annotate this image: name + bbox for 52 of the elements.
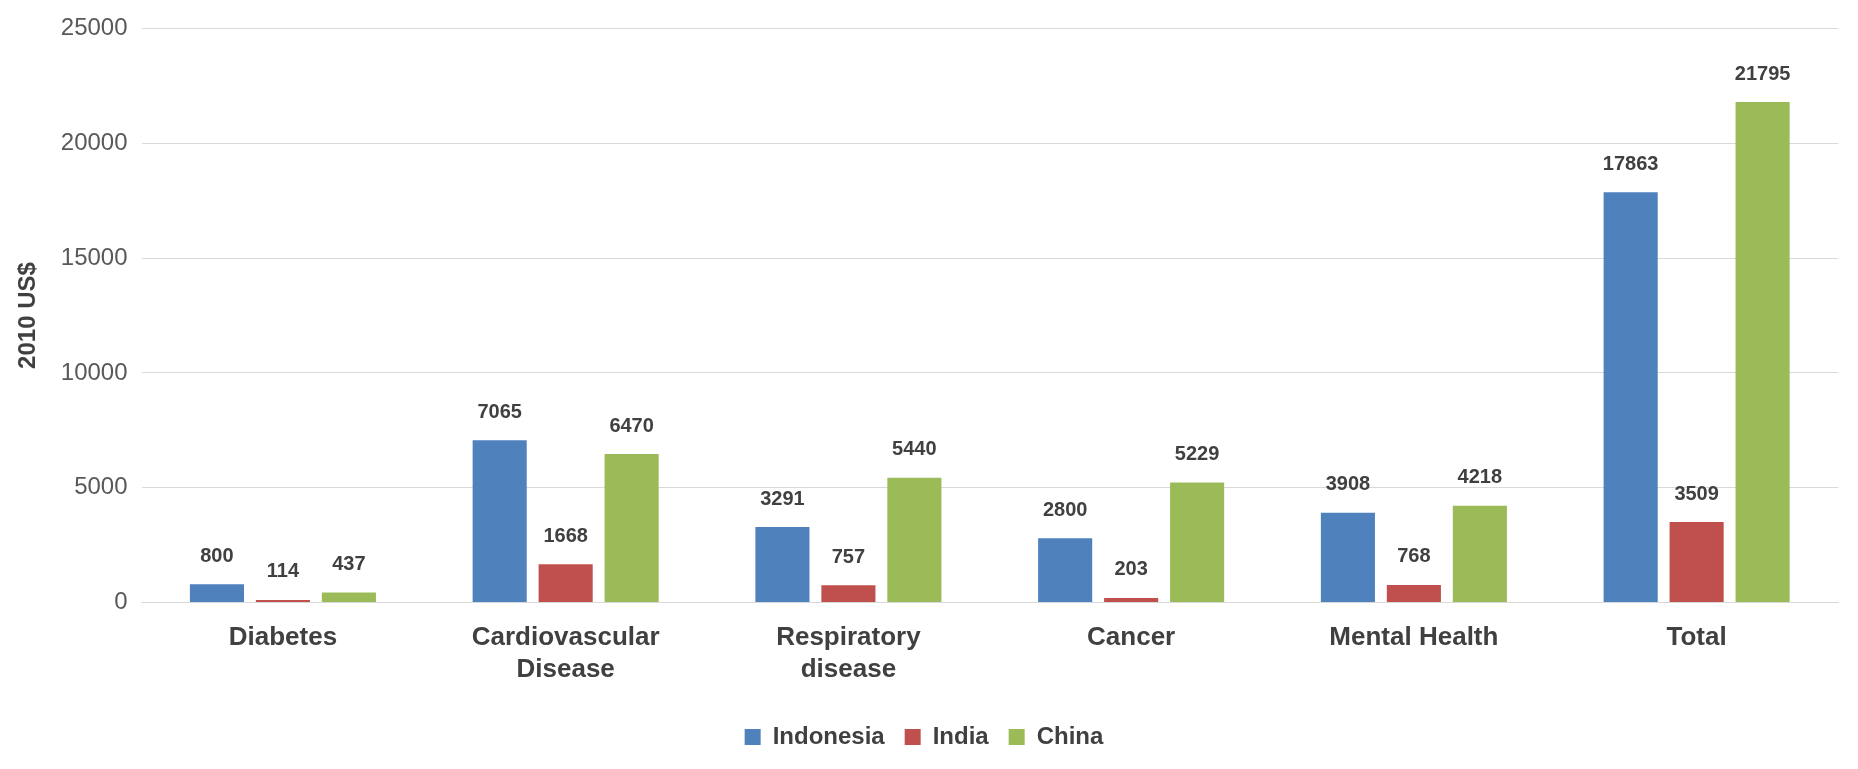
data-label: 7065 (477, 399, 522, 422)
y-tick-label: 20000 (60, 127, 128, 155)
bar (1735, 102, 1790, 603)
data-label: 114 (266, 559, 300, 582)
x-tick-label: Mental Health (1329, 621, 1499, 652)
data-label: 3908 (1325, 472, 1371, 495)
x-tick-label: Respiratory disease (776, 621, 922, 683)
data-label: 6470 (609, 413, 654, 436)
data-label: 768 (1397, 544, 1431, 567)
data-label: 5229 (1174, 442, 1220, 465)
y-tick-label: 0 (114, 587, 128, 615)
bar (1603, 192, 1658, 603)
bar (1669, 522, 1724, 603)
x-tick-label: Cancer (1087, 621, 1176, 652)
bar (887, 477, 942, 603)
y-axis-title: 2010 US$ (13, 261, 41, 369)
legend-label: India (932, 721, 990, 749)
bar (1386, 584, 1441, 603)
bar (472, 440, 527, 603)
legend-label: Indonesia (772, 721, 886, 749)
data-label: 2800 (1042, 497, 1088, 520)
y-tick-label: 25000 (60, 13, 128, 41)
bar (755, 527, 810, 603)
data-label: 757 (831, 544, 866, 567)
data-label: 3509 (1674, 481, 1719, 504)
bar (189, 584, 244, 603)
data-label: 203 (1114, 557, 1148, 580)
y-tick-label: 5000 (74, 472, 128, 500)
data-label: 5440 (892, 437, 937, 460)
data-label: 1668 (543, 523, 588, 546)
bar (1038, 538, 1093, 603)
bar (255, 599, 310, 603)
data-label: 4218 (1457, 465, 1503, 488)
bar (604, 454, 659, 603)
legend-label: China (1036, 721, 1104, 749)
y-tick-label: 15000 (60, 242, 128, 270)
data-label: 21795 (1734, 61, 1791, 84)
data-label: 437 (332, 552, 366, 575)
bar (321, 592, 376, 603)
data-label: 17863 (1602, 151, 1659, 174)
x-tick-label: Total (1666, 621, 1727, 652)
bar (1104, 597, 1159, 603)
x-tick-label: Cardiovascular Disease (471, 621, 660, 683)
bar (1320, 512, 1375, 603)
bar (821, 585, 876, 603)
data-label: 800 (200, 543, 234, 566)
x-tick-label: Diabetes (228, 621, 338, 652)
data-label: 3291 (760, 486, 805, 509)
bar (538, 564, 593, 603)
y-tick-label: 10000 (60, 357, 128, 385)
bar (1452, 505, 1507, 603)
bar (1170, 482, 1225, 603)
